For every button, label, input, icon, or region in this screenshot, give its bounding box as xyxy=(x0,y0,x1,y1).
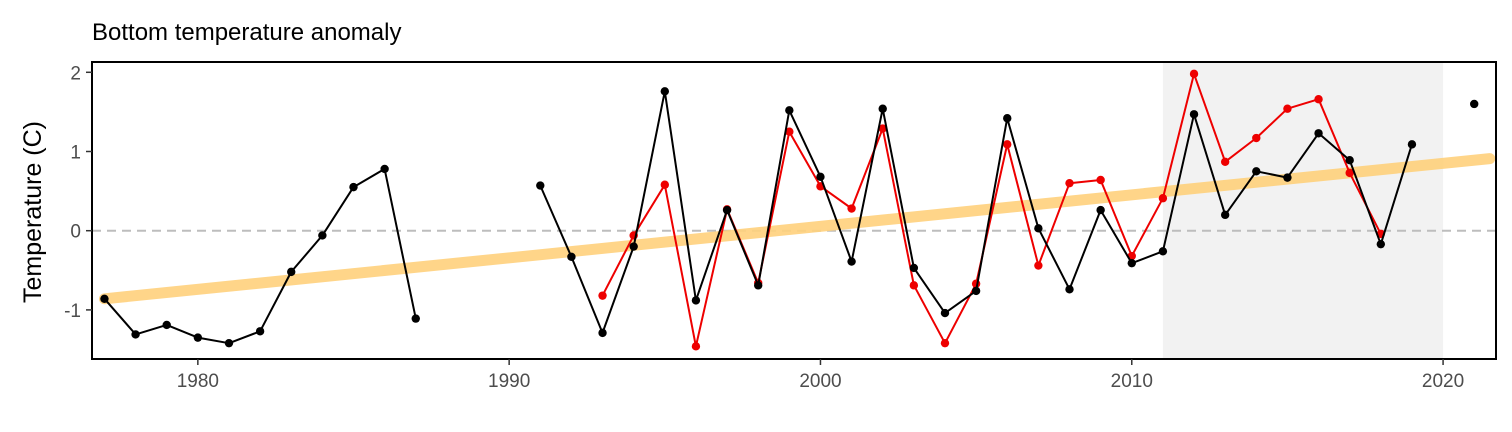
data-point xyxy=(1158,194,1168,203)
data-point xyxy=(909,281,919,290)
data-point xyxy=(1283,104,1292,113)
data-point xyxy=(162,320,171,330)
data-point xyxy=(1127,258,1136,268)
data-point xyxy=(1034,224,1043,233)
data-point xyxy=(255,327,265,336)
data-point xyxy=(878,104,887,113)
data-point xyxy=(1220,210,1230,220)
data-point xyxy=(847,257,856,266)
data-point xyxy=(380,164,389,174)
data-point xyxy=(1314,129,1323,138)
data-point xyxy=(971,286,981,296)
data-point xyxy=(1252,133,1261,143)
data-point xyxy=(691,296,701,305)
data-point xyxy=(785,106,794,115)
data-point xyxy=(1376,239,1386,249)
data-point xyxy=(1065,178,1074,188)
series-0 xyxy=(100,87,1417,348)
data-point xyxy=(193,333,203,342)
data-point xyxy=(785,127,794,136)
data-point xyxy=(722,205,732,215)
data-point xyxy=(1065,285,1074,294)
data-point xyxy=(878,124,887,133)
data-point xyxy=(567,252,576,262)
data-point xyxy=(629,242,638,251)
data-point xyxy=(1252,167,1261,176)
data-point xyxy=(411,314,420,323)
y-tick-label: 2 xyxy=(70,63,81,84)
data-point xyxy=(1345,156,1354,165)
x-tick-label: 2000 xyxy=(799,371,841,392)
y-tick-label: -1 xyxy=(64,301,81,322)
data-point xyxy=(598,328,607,338)
data-point xyxy=(349,182,358,192)
data-point xyxy=(598,291,607,300)
x-tick-label: 2020 xyxy=(1422,371,1464,392)
data-point xyxy=(753,281,763,290)
data-point xyxy=(1314,95,1323,104)
shaded-period xyxy=(1162,62,1444,359)
data-point xyxy=(940,338,950,348)
data-point xyxy=(224,338,234,348)
data-point xyxy=(1003,114,1012,123)
data-point xyxy=(1470,99,1479,109)
data-point xyxy=(318,231,327,240)
data-point xyxy=(1034,261,1043,270)
data-point xyxy=(1003,140,1012,149)
data-point xyxy=(816,172,825,182)
chart-title: Bottom temperature anomaly xyxy=(92,19,401,46)
data-point xyxy=(131,330,140,339)
data-point xyxy=(660,87,670,96)
x-tick-label: 2010 xyxy=(1111,371,1153,392)
data-point xyxy=(847,204,856,213)
y-tick-label: 1 xyxy=(70,142,81,163)
x-tick-label: 1990 xyxy=(488,371,530,392)
plot-panel-border xyxy=(91,61,1497,360)
series-1 xyxy=(1470,99,1479,109)
shaded-region-layer xyxy=(1162,62,1444,359)
data-point xyxy=(287,267,296,277)
ticks-layer: 1980 1990 2000 2010 2020 -1 0 1 2 xyxy=(64,63,1464,392)
series-3 xyxy=(98,153,1496,305)
data-point xyxy=(1189,110,1199,119)
data-point xyxy=(1158,247,1168,256)
data-point xyxy=(1220,157,1230,166)
trend-line xyxy=(98,153,1496,305)
data-point xyxy=(660,180,670,189)
data-point xyxy=(1096,175,1105,185)
data-point xyxy=(1096,205,1105,215)
data-point xyxy=(536,181,545,190)
data-point xyxy=(1407,140,1417,149)
data-point xyxy=(909,263,919,273)
data-point xyxy=(1283,173,1292,182)
data-point xyxy=(940,308,950,318)
y-axis-label: Temperature (C) xyxy=(19,121,47,303)
data-point xyxy=(1189,69,1199,79)
series-layer xyxy=(98,69,1496,351)
y-tick-label: 0 xyxy=(70,222,81,243)
x-tick-label: 1980 xyxy=(177,371,219,392)
data-point xyxy=(691,342,701,351)
data-point xyxy=(100,294,109,304)
data-point xyxy=(1345,168,1354,178)
axes-layer xyxy=(91,61,1497,360)
